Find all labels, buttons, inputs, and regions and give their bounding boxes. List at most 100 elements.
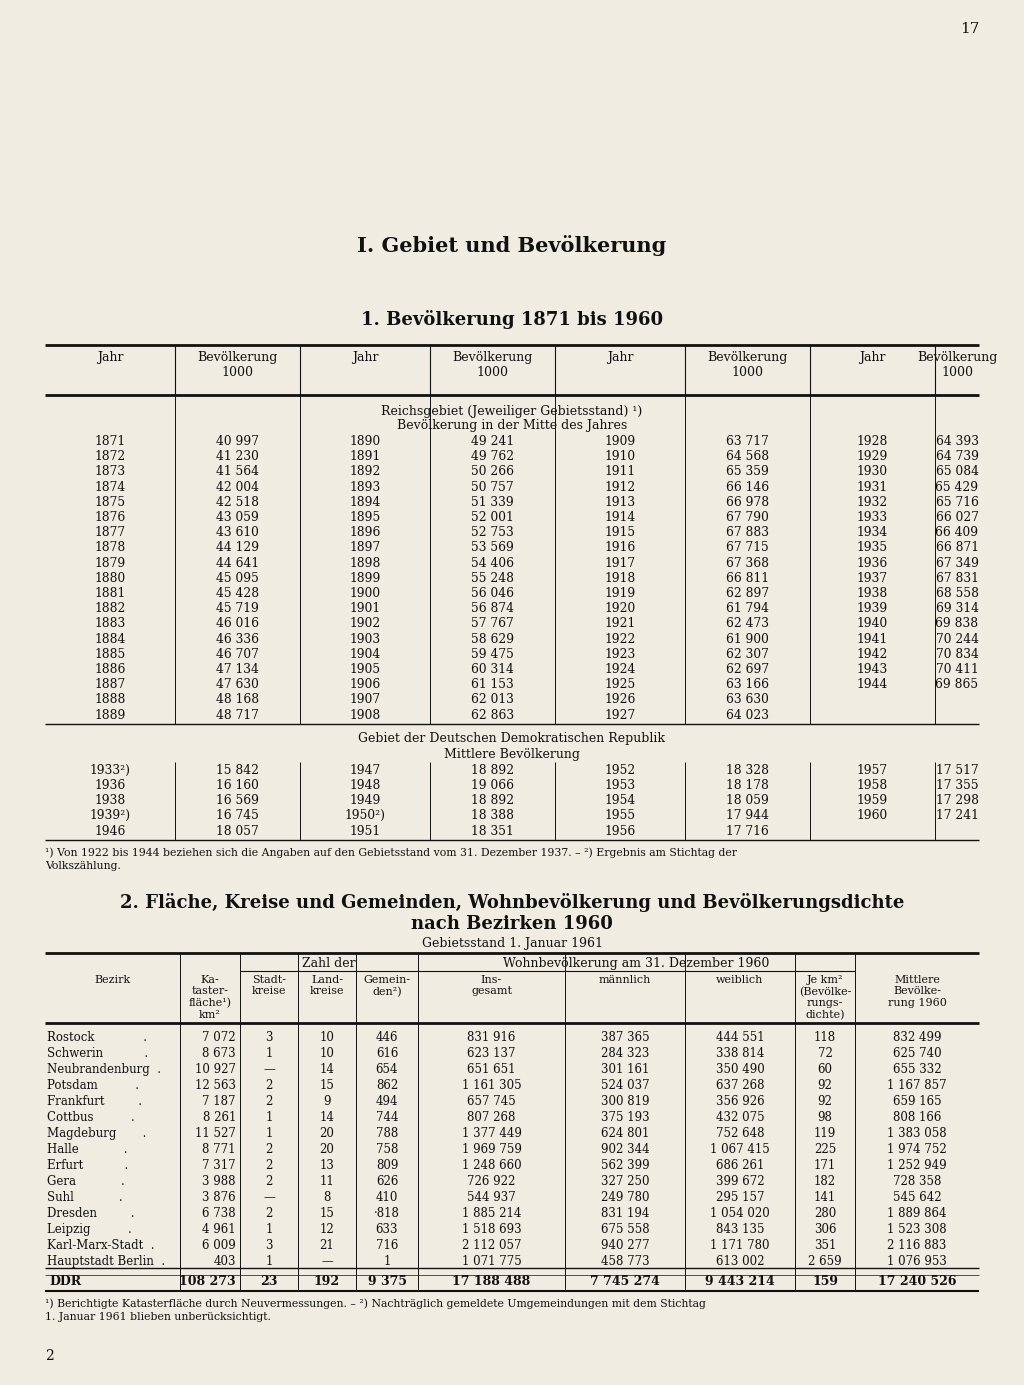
Text: 280: 280 — [814, 1206, 837, 1220]
Text: 17 716: 17 716 — [726, 824, 769, 838]
Text: 61 794: 61 794 — [726, 602, 769, 615]
Text: Ins-
gesamt: Ins- gesamt — [471, 975, 512, 996]
Text: Mittlere Bevölkerung: Mittlere Bevölkerung — [444, 748, 580, 760]
Text: 1 248 660: 1 248 660 — [462, 1159, 521, 1172]
Text: 626: 626 — [376, 1174, 398, 1188]
Text: 8: 8 — [324, 1191, 331, 1204]
Text: 65 084: 65 084 — [936, 465, 979, 478]
Text: 1903: 1903 — [349, 633, 381, 645]
Text: 1876: 1876 — [94, 511, 126, 524]
Text: 807 268: 807 268 — [467, 1111, 516, 1123]
Text: 40 997: 40 997 — [216, 435, 259, 447]
Text: 59 475: 59 475 — [471, 648, 514, 661]
Text: 17 188 488: 17 188 488 — [453, 1274, 530, 1288]
Text: 1935: 1935 — [857, 542, 888, 554]
Text: —: — — [263, 1191, 274, 1204]
Text: Bezirk: Bezirk — [94, 975, 131, 985]
Text: 1 054 020: 1 054 020 — [710, 1206, 770, 1220]
Text: 20: 20 — [319, 1143, 335, 1156]
Text: 7 187: 7 187 — [203, 1094, 236, 1108]
Text: 410: 410 — [376, 1191, 398, 1204]
Text: 47 134: 47 134 — [216, 663, 259, 676]
Text: 1946: 1946 — [94, 824, 126, 838]
Text: 62 897: 62 897 — [726, 587, 769, 600]
Text: 2: 2 — [45, 1349, 53, 1363]
Text: 192: 192 — [314, 1274, 340, 1288]
Text: männlich: männlich — [599, 975, 651, 985]
Text: 15 842: 15 842 — [216, 763, 259, 777]
Text: 1 167 857: 1 167 857 — [887, 1079, 947, 1091]
Text: 1913: 1913 — [604, 496, 636, 508]
Text: Land-
kreise: Land- kreise — [309, 975, 344, 996]
Text: 1 067 415: 1 067 415 — [710, 1143, 770, 1156]
Text: 1890: 1890 — [349, 435, 381, 447]
Text: 16 569: 16 569 — [216, 794, 259, 807]
Text: 1879: 1879 — [94, 557, 126, 569]
Text: Zahl der: Zahl der — [302, 957, 355, 970]
Text: 49 762: 49 762 — [471, 450, 514, 463]
Text: 1881: 1881 — [94, 587, 126, 600]
Text: 902 344: 902 344 — [601, 1143, 649, 1156]
Text: 843 135: 843 135 — [716, 1223, 764, 1235]
Text: Gera            .: Gera . — [47, 1174, 125, 1188]
Text: 1 523 308: 1 523 308 — [887, 1223, 947, 1235]
Text: ¹) Von 1922 bis 1944 beziehen sich die Angaben auf den Gebietsstand vom 31. Deze: ¹) Von 1922 bis 1944 beziehen sich die A… — [45, 848, 737, 859]
Text: Bevölkerung
1000: Bevölkerung 1000 — [198, 350, 278, 379]
Text: 70 244: 70 244 — [936, 633, 979, 645]
Text: 1: 1 — [265, 1127, 272, 1140]
Text: Gebietsstand 1. Januar 1961: Gebietsstand 1. Januar 1961 — [422, 936, 602, 950]
Text: 61 153: 61 153 — [471, 679, 514, 691]
Text: 67 715: 67 715 — [726, 542, 769, 554]
Text: 654: 654 — [376, 1062, 398, 1076]
Text: 1921: 1921 — [604, 618, 636, 630]
Text: 613 002: 613 002 — [716, 1255, 764, 1267]
Text: 432 075: 432 075 — [716, 1111, 764, 1123]
Text: 69 314: 69 314 — [936, 602, 979, 615]
Text: 1886: 1886 — [94, 663, 126, 676]
Text: 66 409: 66 409 — [936, 526, 979, 539]
Text: 69 838: 69 838 — [936, 618, 979, 630]
Text: 52 001: 52 001 — [471, 511, 514, 524]
Text: 940 277: 940 277 — [601, 1238, 649, 1252]
Text: 446: 446 — [376, 1030, 398, 1044]
Text: 1930: 1930 — [857, 465, 888, 478]
Text: 1954: 1954 — [604, 794, 636, 807]
Text: 16 745: 16 745 — [216, 809, 259, 823]
Text: 1. Januar 1961 blieben unberücksichtigt.: 1. Januar 1961 blieben unberücksichtigt. — [45, 1312, 271, 1321]
Text: 300 819: 300 819 — [601, 1094, 649, 1108]
Text: 1910: 1910 — [604, 450, 636, 463]
Text: 60 314: 60 314 — [471, 663, 514, 676]
Text: 758: 758 — [376, 1143, 398, 1156]
Text: 63 717: 63 717 — [726, 435, 769, 447]
Text: 171: 171 — [814, 1159, 837, 1172]
Text: 728 358: 728 358 — [893, 1174, 941, 1188]
Text: 17: 17 — [961, 22, 979, 36]
Text: 3: 3 — [265, 1238, 272, 1252]
Text: 57 767: 57 767 — [471, 618, 514, 630]
Text: Karl-Marx-Stadt  .: Karl-Marx-Stadt . — [47, 1238, 155, 1252]
Text: 119: 119 — [814, 1127, 837, 1140]
Text: 1: 1 — [265, 1111, 272, 1123]
Text: 458 773: 458 773 — [601, 1255, 649, 1267]
Text: Bevölkerung
1000: Bevölkerung 1000 — [453, 350, 532, 379]
Text: Bevölkerung
1000: Bevölkerung 1000 — [708, 350, 787, 379]
Text: 338 814: 338 814 — [716, 1047, 764, 1060]
Text: 1884: 1884 — [94, 633, 126, 645]
Text: 18 057: 18 057 — [216, 824, 259, 838]
Text: 1899: 1899 — [349, 572, 381, 584]
Text: 72: 72 — [817, 1047, 833, 1060]
Text: 1897: 1897 — [349, 542, 381, 554]
Text: 44 641: 44 641 — [216, 557, 259, 569]
Text: 1: 1 — [265, 1047, 272, 1060]
Text: 744: 744 — [376, 1111, 398, 1123]
Text: 1916: 1916 — [604, 542, 636, 554]
Text: 2: 2 — [265, 1206, 272, 1220]
Text: 50 757: 50 757 — [471, 481, 514, 493]
Text: Jahr: Jahr — [96, 350, 123, 364]
Text: Bevölkerung in der Mitte des Jahres: Bevölkerung in der Mitte des Jahres — [397, 420, 627, 432]
Text: 1906: 1906 — [349, 679, 381, 691]
Text: 12: 12 — [319, 1223, 335, 1235]
Text: 43 610: 43 610 — [216, 526, 259, 539]
Text: Dresden         .: Dresden . — [47, 1206, 134, 1220]
Text: 1 071 775: 1 071 775 — [462, 1255, 521, 1267]
